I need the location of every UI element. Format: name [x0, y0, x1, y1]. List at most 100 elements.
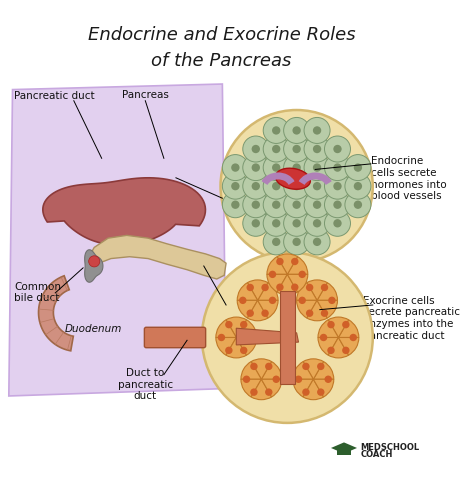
Circle shape	[231, 201, 239, 209]
Circle shape	[263, 192, 289, 218]
Circle shape	[272, 238, 281, 246]
Circle shape	[292, 238, 301, 246]
Polygon shape	[38, 276, 73, 351]
Circle shape	[263, 210, 289, 236]
Wedge shape	[338, 320, 359, 337]
Wedge shape	[216, 337, 236, 355]
Circle shape	[302, 388, 310, 396]
Wedge shape	[318, 337, 338, 355]
Wedge shape	[297, 283, 317, 300]
Circle shape	[354, 201, 362, 209]
Circle shape	[276, 284, 283, 291]
Circle shape	[325, 210, 350, 236]
Circle shape	[276, 258, 283, 265]
Circle shape	[252, 145, 260, 153]
Wedge shape	[267, 275, 287, 292]
Circle shape	[273, 375, 280, 383]
Circle shape	[252, 219, 260, 228]
Wedge shape	[277, 254, 298, 275]
Circle shape	[345, 155, 371, 180]
Circle shape	[222, 155, 248, 180]
Circle shape	[261, 310, 269, 317]
Circle shape	[247, 334, 255, 341]
Circle shape	[302, 363, 310, 370]
Circle shape	[263, 155, 289, 180]
Wedge shape	[226, 317, 246, 337]
Circle shape	[202, 252, 373, 423]
Polygon shape	[9, 84, 226, 396]
Circle shape	[349, 334, 357, 341]
Circle shape	[220, 110, 373, 262]
Wedge shape	[313, 361, 334, 379]
Circle shape	[265, 363, 273, 370]
Circle shape	[345, 192, 371, 218]
Circle shape	[292, 219, 301, 228]
Wedge shape	[328, 317, 349, 337]
Circle shape	[225, 321, 233, 328]
Circle shape	[243, 173, 269, 199]
Circle shape	[225, 347, 233, 354]
Wedge shape	[303, 379, 324, 400]
Wedge shape	[258, 283, 278, 300]
Circle shape	[272, 145, 281, 153]
Circle shape	[313, 182, 321, 191]
Wedge shape	[287, 257, 308, 275]
Circle shape	[321, 310, 328, 317]
Ellipse shape	[275, 168, 310, 189]
Wedge shape	[338, 337, 359, 355]
Circle shape	[272, 126, 281, 134]
Circle shape	[250, 388, 258, 396]
Circle shape	[263, 136, 289, 162]
Circle shape	[269, 271, 276, 278]
Text: Pancreas: Pancreas	[122, 90, 169, 99]
Wedge shape	[236, 320, 257, 337]
Circle shape	[283, 210, 310, 236]
Circle shape	[304, 136, 330, 162]
Wedge shape	[226, 337, 246, 358]
Circle shape	[261, 284, 269, 291]
Wedge shape	[247, 280, 268, 300]
Text: Duodenum: Duodenum	[64, 324, 122, 334]
Circle shape	[325, 136, 350, 162]
Text: Endocrine
cells secrete
hormones into
blood vessels: Endocrine cells secrete hormones into bl…	[371, 156, 447, 201]
Polygon shape	[236, 328, 299, 345]
Circle shape	[313, 219, 321, 228]
Wedge shape	[258, 300, 278, 318]
Wedge shape	[287, 275, 308, 292]
Circle shape	[354, 182, 362, 191]
Circle shape	[333, 182, 342, 191]
Wedge shape	[328, 337, 349, 358]
Circle shape	[327, 347, 335, 354]
Circle shape	[292, 182, 301, 191]
Circle shape	[304, 173, 330, 199]
Circle shape	[243, 155, 269, 180]
Circle shape	[250, 363, 258, 370]
Wedge shape	[251, 379, 272, 400]
Circle shape	[263, 229, 289, 255]
Circle shape	[263, 118, 289, 144]
Circle shape	[283, 136, 310, 162]
Wedge shape	[237, 283, 258, 300]
Circle shape	[246, 284, 254, 291]
Circle shape	[304, 155, 330, 180]
Circle shape	[342, 347, 349, 354]
Circle shape	[231, 182, 239, 191]
Circle shape	[304, 229, 330, 255]
Polygon shape	[331, 443, 357, 454]
Circle shape	[283, 192, 310, 218]
Text: Endocrine and Exocrine Roles: Endocrine and Exocrine Roles	[88, 26, 355, 45]
Circle shape	[246, 310, 254, 317]
Wedge shape	[261, 361, 282, 379]
Circle shape	[292, 163, 301, 172]
Text: Pancreatic duct: Pancreatic duct	[14, 92, 95, 101]
Circle shape	[313, 238, 321, 246]
Circle shape	[333, 219, 342, 228]
Circle shape	[333, 201, 342, 209]
Circle shape	[222, 173, 248, 199]
Wedge shape	[241, 379, 261, 397]
Circle shape	[313, 145, 321, 153]
Wedge shape	[267, 257, 287, 275]
Wedge shape	[317, 283, 337, 300]
Wedge shape	[307, 300, 327, 321]
Wedge shape	[318, 320, 338, 337]
